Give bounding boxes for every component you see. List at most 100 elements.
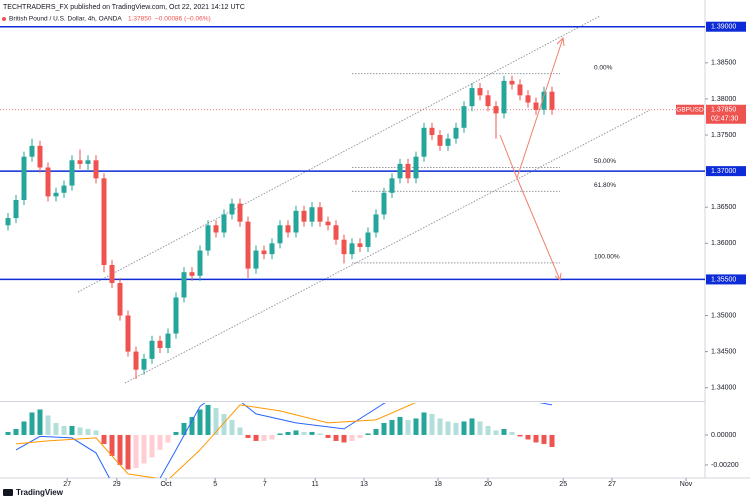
histogram-bar — [181, 422, 187, 435]
histogram-bar — [213, 407, 219, 435]
histogram-bar — [549, 434, 555, 447]
candle-body — [149, 340, 155, 359]
candle-body — [69, 160, 75, 186]
histogram-bar — [93, 430, 99, 435]
histogram-bar — [517, 434, 523, 437]
histogram-bar — [525, 434, 531, 440]
histogram-bar — [125, 434, 131, 470]
change: −0.00086 (−0.06%) — [155, 16, 211, 23]
logo — [3, 489, 13, 496]
histogram-bar — [429, 413, 435, 435]
arrow-head — [554, 272, 562, 281]
candle-body — [469, 88, 475, 107]
histogram-bar — [341, 434, 347, 443]
histogram-bar — [133, 434, 139, 468]
candle-body — [493, 106, 499, 114]
y-tick-label: 1.38500 — [711, 60, 736, 67]
x-tick-label: 20 — [484, 481, 492, 488]
candle-body — [501, 80, 507, 114]
histogram-bar — [285, 431, 291, 435]
candle-body — [53, 192, 59, 197]
histogram-bar — [477, 421, 483, 435]
candle-body — [189, 272, 195, 276]
histogram-bar — [461, 421, 467, 435]
x-tick-label: Nov — [680, 481, 693, 488]
candle-body — [509, 80, 515, 85]
y-tick-label: -0.00200 — [711, 462, 739, 469]
histogram-bar — [269, 434, 275, 440]
histogram-bar — [61, 425, 67, 435]
channel-lower — [124, 109, 651, 384]
histogram-bar — [205, 404, 211, 435]
candle-body — [373, 214, 379, 233]
price: 1.37850 — [128, 16, 152, 23]
candle-body — [549, 91, 555, 110]
histogram-bar — [469, 418, 475, 435]
histogram-bar — [173, 431, 179, 435]
status-dot — [2, 17, 6, 21]
fib-label: 100.00% — [594, 254, 620, 261]
histogram-bar — [445, 421, 451, 435]
candle-body — [133, 351, 139, 370]
candle-body — [141, 358, 147, 370]
histogram-bar — [237, 427, 243, 435]
y-tick-label: 0.00000 — [711, 432, 736, 439]
histogram-bar — [541, 434, 547, 444]
x-tick-label: 25 — [559, 481, 567, 488]
histogram-bar — [21, 421, 27, 435]
countdown: 02:47:30 — [711, 116, 738, 123]
histogram-bar — [101, 434, 107, 444]
candle-body — [453, 127, 459, 139]
channel-upper — [77, 15, 601, 293]
histogram-bar — [365, 433, 371, 435]
x-tick-label: Oct — [161, 481, 172, 488]
level-tag — [706, 166, 746, 177]
candle-body — [253, 250, 259, 269]
candle-body — [117, 283, 123, 316]
candle-body — [61, 185, 67, 193]
histogram-bar — [53, 422, 59, 435]
histogram-bar — [165, 434, 171, 443]
histogram-bar — [381, 422, 387, 435]
histogram-bar — [29, 412, 35, 435]
histogram-bar — [437, 418, 443, 435]
candle-body — [525, 95, 531, 103]
y-tick-label: 1.34500 — [711, 348, 736, 355]
candle-body — [13, 200, 19, 219]
y-tick-label: 1.36000 — [711, 240, 736, 247]
histogram-bar — [197, 409, 203, 435]
histogram-bar — [293, 430, 299, 435]
projection-arrows — [499, 36, 565, 281]
histogram-bar — [509, 431, 515, 435]
histogram-bar — [501, 428, 507, 435]
candle-body — [197, 250, 203, 276]
histogram-bar — [533, 434, 539, 443]
candle-body — [309, 207, 315, 222]
histogram-bar — [229, 419, 235, 435]
candle-body — [381, 192, 387, 215]
histogram-bar — [77, 427, 83, 435]
x-tick-label: 27 — [63, 481, 71, 488]
histogram-bar — [109, 434, 115, 456]
histogram-bar — [45, 415, 51, 435]
candle-body — [5, 218, 11, 226]
candle-body — [29, 145, 35, 157]
histogram-bar — [413, 418, 419, 435]
arrow-down-path — [516, 177, 561, 281]
histogram-bar — [157, 434, 163, 450]
candle-body — [173, 297, 179, 334]
candle-body — [325, 221, 331, 226]
level-label: 1.37000 — [711, 168, 736, 175]
histogram-bar — [189, 416, 195, 435]
instrument: British Pound / U.S. Dollar, 4h, OANDA — [9, 16, 122, 23]
histogram-bar — [357, 434, 363, 438]
x-tick-label: 18 — [434, 481, 442, 488]
fib-label: 50.00% — [594, 158, 616, 165]
candle-body — [357, 243, 363, 247]
symbol-tag — [676, 104, 704, 115]
histogram-bar — [85, 428, 91, 435]
histogram-bar — [117, 434, 123, 465]
candle-body — [437, 135, 443, 146]
candle-body — [109, 264, 115, 284]
level-tag — [706, 274, 746, 285]
